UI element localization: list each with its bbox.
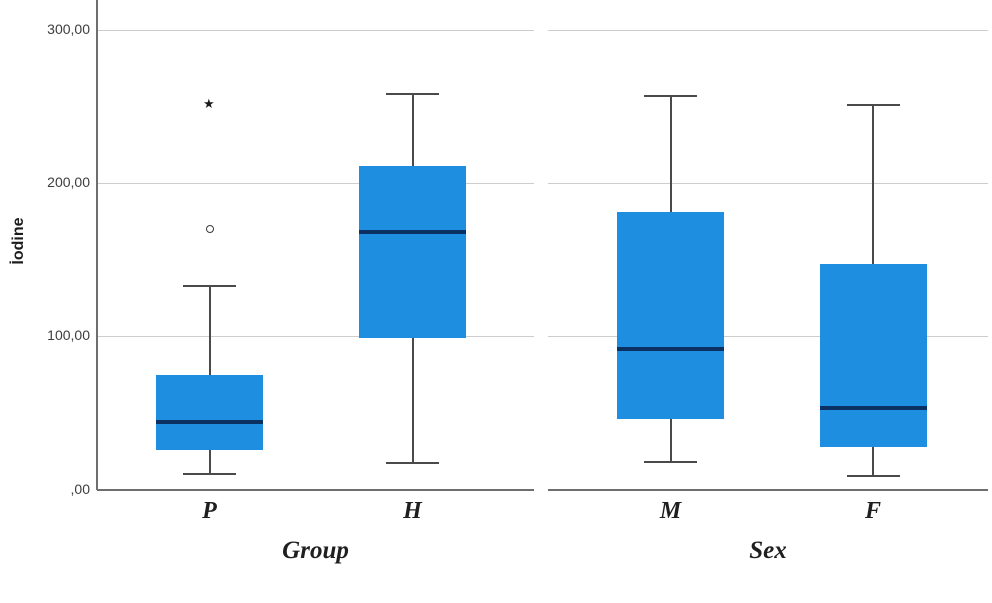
- category-label-P: P: [202, 498, 217, 524]
- iqr-box: [819, 264, 927, 447]
- gridline: [548, 30, 988, 31]
- median-line: [819, 406, 927, 411]
- whisker-lower-stem: [208, 449, 211, 475]
- x-axis-line: [97, 488, 534, 491]
- median-line: [617, 346, 724, 351]
- iqr-box: [617, 212, 724, 420]
- whisker-lower-cap: [644, 460, 697, 463]
- median-line: [156, 420, 263, 425]
- whisker-upper-cap: [386, 93, 439, 96]
- category-label-F: F: [864, 498, 881, 524]
- whisker-lower-cap: [386, 462, 439, 465]
- gridline: [97, 183, 534, 185]
- iqr-box: [359, 166, 466, 338]
- whisker-lower-cap: [183, 473, 236, 476]
- gridline: [548, 183, 988, 185]
- x-axis-title: Sex: [749, 537, 787, 564]
- whisker-upper-stem: [411, 94, 414, 167]
- iqr-box: [156, 374, 263, 450]
- y-tick-label: 200,00: [47, 174, 90, 191]
- whisker-upper-cap: [846, 104, 900, 107]
- y-tick-label: 300,00: [47, 21, 90, 37]
- median-line: [359, 230, 466, 235]
- outlier-circle-marker: [205, 225, 214, 234]
- outlier-star-marker: ★: [203, 96, 215, 112]
- whisker-upper-stem: [872, 105, 874, 265]
- category-label-H: H: [403, 498, 422, 524]
- y-tick-label: ,00: [70, 480, 90, 497]
- whisker-lower-stem: [669, 419, 672, 462]
- whisker-upper-stem: [669, 95, 672, 213]
- y-axis-title: İodine: [10, 217, 27, 265]
- gridline: [97, 336, 534, 338]
- category-label-M: M: [659, 498, 682, 524]
- whisker-upper-stem: [208, 285, 211, 375]
- x-axis-title: Group: [282, 537, 349, 564]
- whisker-lower-stem: [411, 337, 414, 464]
- y-axis-line: [96, 0, 98, 490]
- whisker-upper-cap: [183, 284, 236, 287]
- whisker-upper-cap: [644, 94, 697, 97]
- gridline: [548, 336, 988, 338]
- gridline: [97, 30, 534, 31]
- whisker-lower-stem: [872, 446, 874, 476]
- x-axis-line: [548, 488, 988, 491]
- whisker-lower-cap: [846, 474, 900, 477]
- y-tick-label: 100,00: [47, 327, 90, 344]
